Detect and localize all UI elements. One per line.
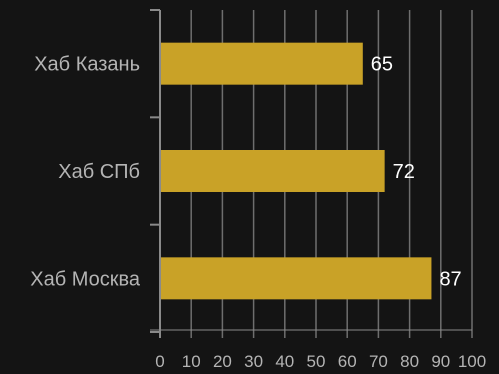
x-tick-label-100: 100 [458, 352, 486, 371]
x-tick-label-80: 80 [400, 352, 419, 371]
x-tick-label-0: 0 [155, 352, 164, 371]
data-label-1: 65 [371, 54, 393, 76]
labels: 0 10 20 30 40 50 60 70 80 90 100 Хаб Казань 65 Хаб СП… [30, 54, 486, 371]
bar-2 [160, 150, 385, 192]
bars [160, 42, 432, 300]
x-tick-label-60: 60 [338, 352, 357, 371]
data-label-3: 87 [439, 268, 461, 290]
x-tick-label-40: 40 [275, 352, 294, 371]
x-tick-label-10: 10 [182, 352, 201, 371]
category-label-3: Хаб Москва [30, 268, 141, 290]
bar-3 [160, 257, 432, 300]
x-tick-label-50: 50 [307, 352, 326, 371]
x-tick-label-30: 30 [244, 352, 263, 371]
x-tick-label-90: 90 [431, 352, 450, 371]
bar-1 [160, 42, 363, 85]
x-tick-label-20: 20 [213, 352, 232, 371]
data-label-2: 72 [393, 161, 415, 183]
x-tick-label-70: 70 [369, 352, 388, 371]
axes [150, 9, 472, 338]
category-label-1: Хаб Казань [34, 54, 140, 76]
category-label-2: Хаб СПб [58, 161, 140, 183]
